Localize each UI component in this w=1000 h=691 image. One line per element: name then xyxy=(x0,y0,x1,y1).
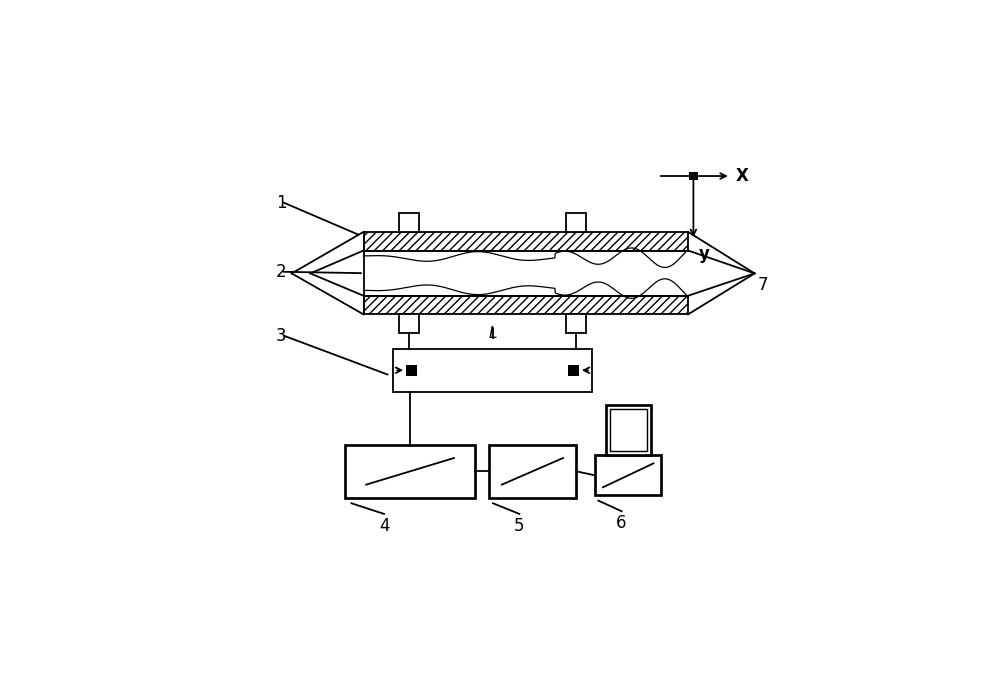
Text: 5: 5 xyxy=(514,517,525,535)
Text: 1: 1 xyxy=(276,193,286,211)
Bar xyxy=(566,214,586,232)
Text: 4: 4 xyxy=(379,517,389,535)
Bar xyxy=(610,409,647,451)
Bar xyxy=(568,365,579,376)
Text: X: X xyxy=(736,167,749,185)
Text: 7: 7 xyxy=(757,276,768,294)
Bar xyxy=(566,314,586,333)
Bar xyxy=(364,232,688,251)
Bar xyxy=(393,349,592,392)
Bar xyxy=(489,445,576,498)
Text: 2: 2 xyxy=(276,263,286,281)
Bar xyxy=(606,405,651,455)
Bar xyxy=(406,365,417,376)
Bar xyxy=(399,214,419,232)
Bar xyxy=(595,455,661,495)
Bar xyxy=(345,445,475,498)
Text: L: L xyxy=(488,326,497,341)
Text: 3: 3 xyxy=(276,327,286,345)
Bar xyxy=(364,296,688,314)
Bar xyxy=(399,314,419,333)
Text: y: y xyxy=(699,245,710,263)
Text: 6: 6 xyxy=(616,514,627,532)
Bar xyxy=(689,172,698,180)
